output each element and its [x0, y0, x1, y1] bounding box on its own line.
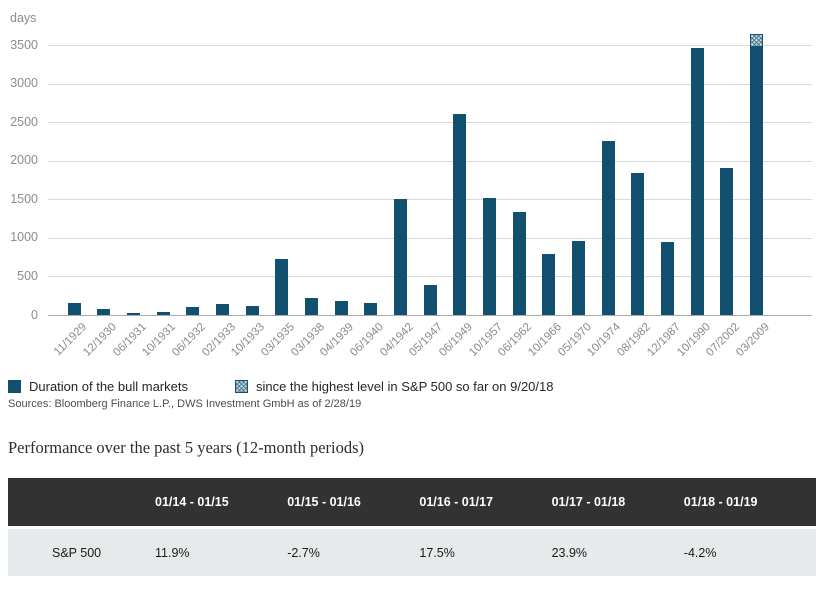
bar	[304, 298, 318, 315]
bar	[749, 46, 763, 315]
table-value-cell: -4.2%	[683, 545, 717, 560]
table-header-cell: 01/14 - 01/15	[155, 495, 229, 509]
bar	[571, 240, 585, 315]
table-row: S&P 500 11.9% -2.7% 17.5% 23.9% -4.2%	[8, 529, 816, 576]
bar	[601, 141, 615, 315]
solid-bar-swatch-icon	[8, 379, 21, 393]
hatched-bar-swatch-icon	[234, 379, 248, 393]
sources-note: Sources: Bloomberg Finance L.P., DWS Inv…	[8, 398, 362, 410]
gridline	[48, 199, 812, 201]
table-header-cell: 01/16 - 01/17	[419, 495, 494, 509]
table-header-cell: 01/15 - 01/16	[287, 495, 361, 509]
bar	[126, 312, 140, 315]
bar	[364, 303, 378, 315]
bar	[690, 48, 704, 315]
y-tick-label: 3500	[10, 37, 38, 52]
bar	[186, 306, 200, 315]
table-header-cell: 01/17 - 01/18	[551, 495, 626, 509]
bar	[453, 113, 467, 315]
table-value-cell: 23.9%	[551, 545, 588, 560]
y-tick-label: 1000	[10, 230, 38, 245]
gridline	[48, 276, 812, 278]
bull-markets-duration-chart: days 0 500 1000 1500 2000 2500 3000 3500 11/1929…	[10, 11, 812, 359]
gridline	[48, 160, 812, 162]
y-tick-label: 3000	[10, 76, 38, 91]
bar	[423, 284, 437, 315]
bar	[67, 303, 81, 315]
bar	[97, 308, 111, 315]
y-tick-label: 500	[17, 268, 38, 283]
bar	[631, 172, 645, 315]
chart-legend: Duration of the bull markets since the h…	[8, 378, 553, 394]
bar	[334, 300, 348, 315]
bar	[660, 241, 674, 315]
bar	[215, 303, 229, 315]
table-value-cell: -2.7%	[287, 545, 320, 560]
y-tick-label: 2500	[10, 114, 38, 129]
bar	[542, 254, 556, 315]
legend-item-since-high: since the highest level in S&P 500 so fa…	[234, 378, 554, 394]
x-axis-line	[48, 315, 812, 316]
y-tick-label: 2000	[10, 153, 38, 168]
y-tick-label: 1500	[10, 191, 38, 206]
bar	[393, 199, 407, 315]
bar	[245, 306, 259, 315]
table-header-cell: 01/18 - 01/19	[683, 495, 758, 509]
bar	[512, 212, 526, 315]
gridline	[48, 45, 812, 46]
legend-label-since-high: since the highest level in S&P 500 so fa…	[255, 378, 554, 394]
bar-hatched-extension	[749, 34, 763, 47]
table-value-cell: 17.5%	[419, 545, 455, 560]
bar	[482, 197, 496, 315]
table-value-cell: 11.9%	[155, 545, 190, 560]
bar	[720, 167, 734, 315]
performance-table: 01/14 - 01/15 01/15 - 01/16 01/16 - 01/17 0…	[8, 478, 816, 576]
gridline	[48, 237, 812, 239]
table-row-label: S&P 500	[52, 545, 102, 560]
gridline	[48, 122, 812, 124]
y-tick-label: 0	[31, 307, 38, 322]
bar	[275, 259, 289, 315]
gridline	[48, 83, 812, 85]
bar	[156, 311, 170, 315]
legend-label-duration: Duration of the bull markets	[29, 378, 188, 394]
legend-item-duration: Duration of the bull markets	[8, 379, 188, 394]
y-axis-unit-label: days	[10, 11, 37, 25]
performance-section-title: Performance over the past 5 years (12-mo…	[8, 438, 365, 457]
table-header-row: 01/14 - 01/15 01/15 - 01/16 01/16 - 01/17 0…	[8, 478, 816, 526]
